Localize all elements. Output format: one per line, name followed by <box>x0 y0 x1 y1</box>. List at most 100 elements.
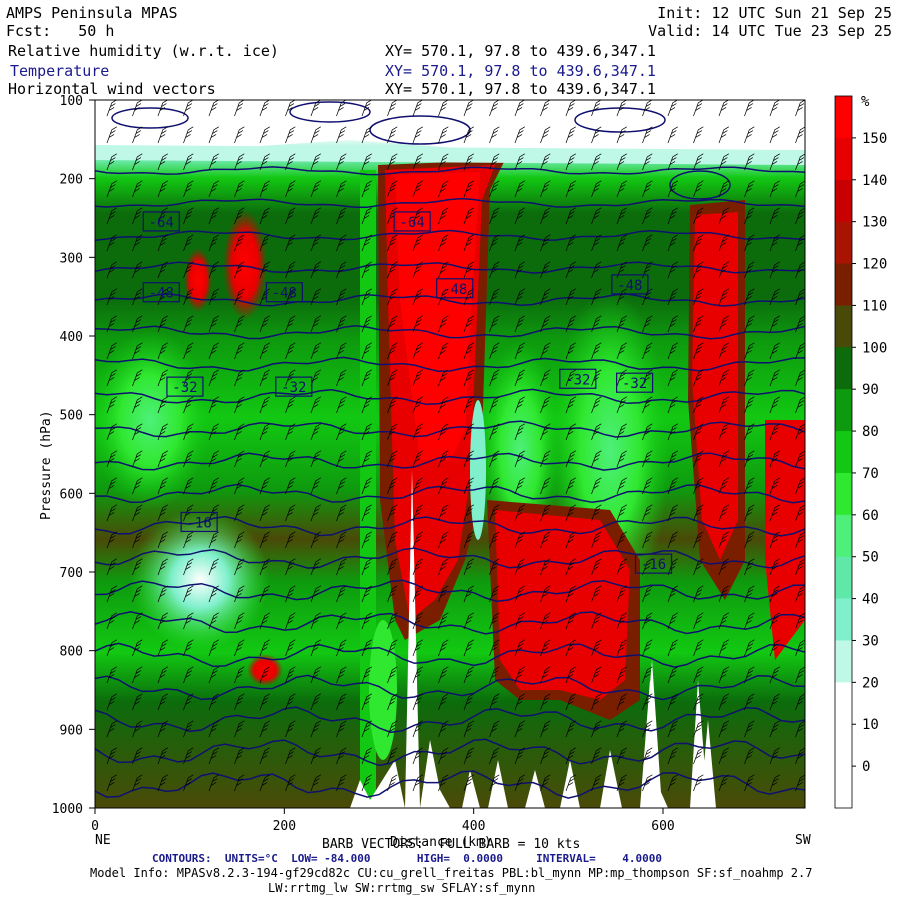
wind-barb <box>361 639 372 657</box>
barb-legend: BARB VECTORS: FULL BARB = 10 kts <box>322 837 581 852</box>
wind-barb <box>489 315 500 333</box>
wind-barb <box>565 477 576 495</box>
wind-barb <box>693 693 704 711</box>
wind-barb <box>795 747 805 765</box>
wind-barb <box>157 234 168 252</box>
wind-barb <box>744 153 755 171</box>
colorbar-label: 70 <box>862 466 879 482</box>
wind-barb <box>463 180 474 198</box>
wind-barb <box>744 585 755 603</box>
wind-barb <box>591 666 602 684</box>
wind-barb <box>310 585 321 603</box>
wind-barb <box>565 558 576 576</box>
wind-barb <box>336 396 347 414</box>
wind-barb <box>693 153 704 171</box>
wind-barb <box>183 450 194 468</box>
wind-barb <box>387 180 398 198</box>
y-axis-label: Pressure (hPa) <box>39 410 54 520</box>
wind-barb <box>183 315 194 333</box>
wind-barb <box>361 423 372 441</box>
wind-barb <box>769 666 780 684</box>
wind-barb <box>642 126 653 144</box>
wind-barb <box>744 423 755 441</box>
wind-barb <box>744 774 755 792</box>
wind-barb <box>489 477 500 495</box>
wind-barb <box>412 100 423 117</box>
wind-barb <box>387 774 398 792</box>
wind-barb <box>234 612 245 630</box>
wind-barb <box>769 423 780 441</box>
temperature-contour <box>95 229 805 242</box>
temperature-contour <box>95 197 805 209</box>
wind-barb <box>718 396 729 414</box>
wind-barb <box>463 531 474 549</box>
wind-barb <box>591 234 602 252</box>
wind-barb <box>565 315 576 333</box>
wind-barb <box>514 342 525 360</box>
wind-barb <box>591 693 602 711</box>
model-info-physics: LW:rrtmg_lw SW:rrtmg_sw SFLAY:sf_mynn <box>268 881 536 895</box>
wind-barb <box>744 207 755 225</box>
wind-barb <box>106 693 117 711</box>
temperature-labels: -64 -64 -48 -48 -48 -48 -32 -32 -32 -32 -16 -16 <box>142 211 673 574</box>
wind-barb <box>438 693 449 711</box>
wind-barb <box>183 396 194 414</box>
wind-barb <box>208 693 219 711</box>
wind-barb <box>591 180 602 198</box>
wind-barb <box>285 288 296 306</box>
wind-barb <box>361 477 372 495</box>
wind-barb <box>667 693 678 711</box>
wind-barb <box>463 126 474 144</box>
wind-barb <box>642 531 653 549</box>
wind-barb <box>157 450 168 468</box>
wind-barb <box>157 585 168 603</box>
wind-barb <box>234 693 245 711</box>
wind-barb <box>259 693 270 711</box>
wind-barb <box>234 747 245 765</box>
wind-barb <box>412 342 423 360</box>
wind-barb <box>718 747 729 765</box>
wind-barb <box>310 369 321 387</box>
wind-barb <box>183 126 194 144</box>
wind-barb <box>106 126 117 144</box>
wind-barb <box>183 693 194 711</box>
wind-barb <box>667 774 678 792</box>
wind-barb <box>489 180 500 198</box>
wind-barb <box>157 100 168 117</box>
wind-barb <box>183 207 194 225</box>
wind-barb <box>642 288 653 306</box>
temperature-label-box <box>615 372 654 393</box>
wind-barb <box>693 423 704 441</box>
wind-barb <box>412 180 423 198</box>
xy-temperature: XY= 570.1, 97.8 to 439.6,347.1 <box>385 62 656 80</box>
colorbar-swatch <box>835 347 852 390</box>
wind-barb <box>234 558 245 576</box>
wind-barb <box>234 396 245 414</box>
wind-barb <box>106 207 117 225</box>
colorbar-swatch <box>835 221 852 265</box>
wind-barb <box>540 369 551 387</box>
wind-barb <box>234 585 245 603</box>
wind-barb <box>106 585 117 603</box>
wind-barb <box>387 369 398 387</box>
colorbar-label: 20 <box>862 675 879 691</box>
wind-barb <box>489 234 500 252</box>
wind-barb <box>336 234 347 252</box>
wind-barb <box>259 288 270 306</box>
wind-barb <box>259 153 270 171</box>
wind-barb <box>795 369 805 387</box>
wind-barb <box>540 747 551 765</box>
wind-barb <box>744 261 755 279</box>
wind-barb <box>208 153 219 171</box>
wind-barb <box>565 234 576 252</box>
wind-barb <box>565 666 576 684</box>
wind-barb <box>693 477 704 495</box>
wind-barb <box>489 100 500 117</box>
wind-barb <box>565 774 576 792</box>
wind-barb <box>769 396 780 414</box>
wind-barb <box>540 666 551 684</box>
wind-barb <box>769 234 780 252</box>
wind-barb <box>693 288 704 306</box>
wind-barb <box>463 666 474 684</box>
wind-barb <box>642 693 653 711</box>
